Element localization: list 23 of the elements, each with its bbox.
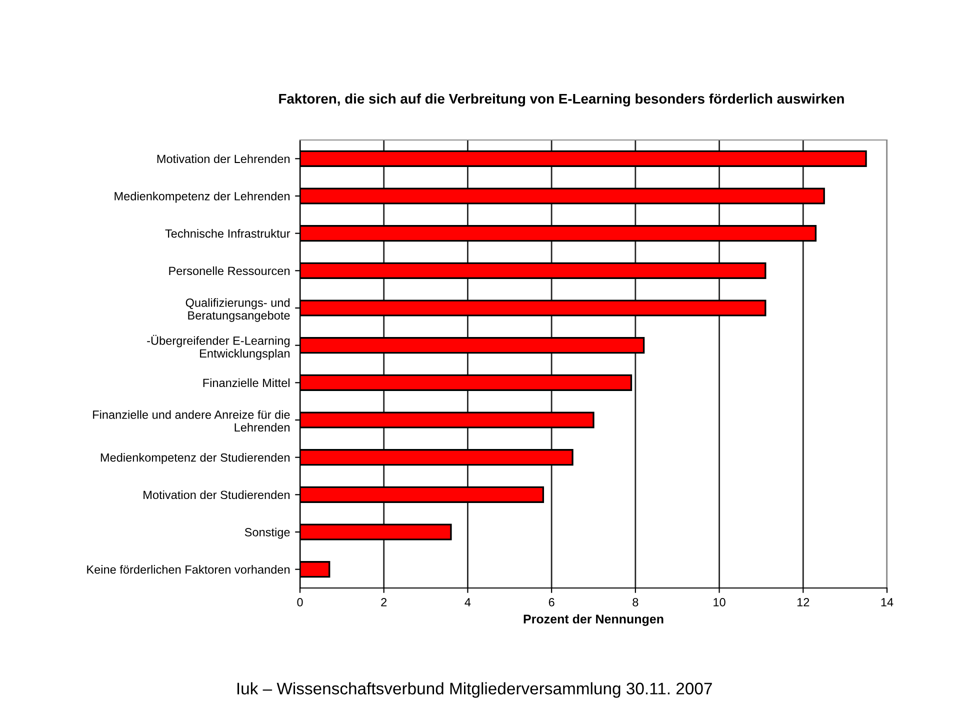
y-tick-label: -Übergreifender E-Learning Entwicklungsplan bbox=[147, 334, 290, 360]
text: Iuk – Wissenschaftsverbund Mitgliederversammlung 30.11. 2007 bbox=[237, 682, 712, 698]
x-tick-label: 10 bbox=[714, 598, 726, 606]
y-tick-label: Personelle Ressourcen bbox=[169, 266, 290, 276]
x-tick-label: 12 bbox=[797, 598, 810, 606]
x-tick-label: 8 bbox=[632, 598, 638, 606]
y-tick-label: Qualifizierungs- und Beratungsangebote bbox=[186, 298, 290, 322]
y-tick-label: Technische Infrastruktur bbox=[165, 229, 290, 238]
y-tick-label: Medienkompetenz der Studierenden bbox=[100, 453, 290, 464]
y-tick-label: Motivation der Studierenden bbox=[144, 490, 290, 500]
y-tick-label: Sonstige bbox=[244, 528, 290, 539]
y-tick-label: Finanzielle und andere Anreize für die Lehrenden bbox=[93, 410, 290, 432]
y-tick-label: Motivation der Lehrenden bbox=[157, 154, 290, 164]
x-axis-title: Prozent der Nennungen bbox=[524, 614, 664, 626]
chart-title: Faktoren, die sich auf die Verbreitung von E-Learning besonders förderlich auswirken bbox=[279, 93, 844, 107]
x-tick-label: 4 bbox=[464, 598, 471, 606]
y-tick-label: Medienkompetenz der Lehrenden bbox=[114, 192, 290, 203]
x-tick-label: 14 bbox=[881, 598, 894, 606]
y-tick-label: Keine förderlichen Faktoren vorhanden bbox=[87, 565, 290, 574]
y-tick-label: Finanzielle Mittel bbox=[203, 378, 290, 388]
x-tick-label: 2 bbox=[381, 598, 387, 606]
x-tick-label: 6 bbox=[548, 598, 554, 606]
x-tick-label: 0 bbox=[297, 598, 303, 606]
